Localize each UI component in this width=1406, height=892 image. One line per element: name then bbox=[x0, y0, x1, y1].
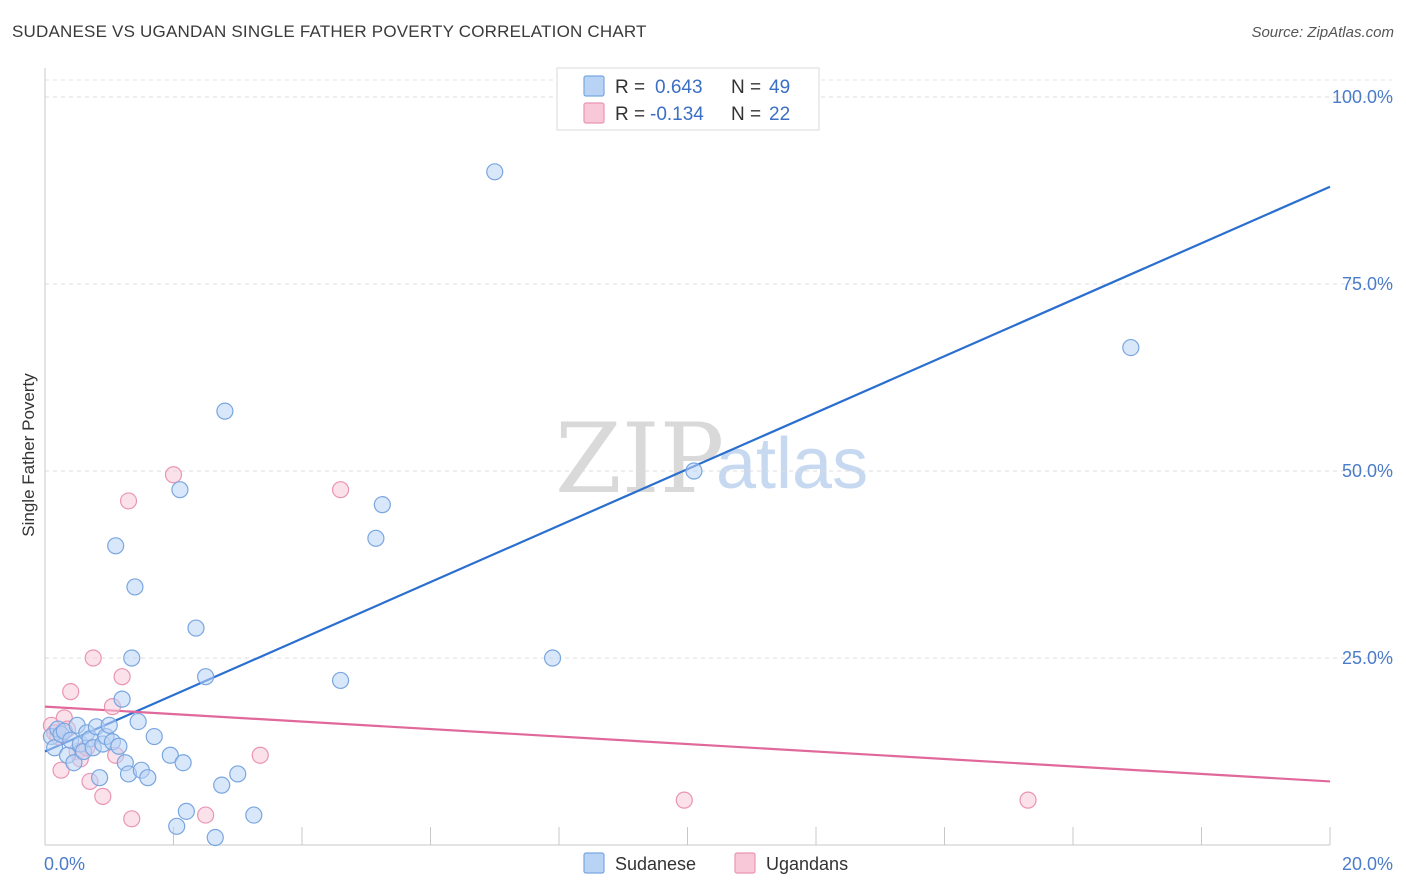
point-sudanese-36 bbox=[187, 619, 205, 637]
point-sudanese-25 bbox=[123, 649, 141, 667]
y-tick-labels: 100.0% 75.0% 50.0% 25.0% bbox=[1332, 87, 1393, 668]
point-sudanese-37 bbox=[197, 668, 215, 686]
point-ugandans-21 bbox=[331, 481, 350, 499]
legend-r-label-1: R = bbox=[615, 77, 645, 98]
point-sudanese-21 bbox=[110, 737, 128, 755]
point-ugandans-15 bbox=[113, 668, 131, 686]
y-tick-label-0: 100.0% bbox=[1332, 87, 1393, 107]
legend-n-value-2: 22 bbox=[769, 104, 790, 125]
correlation-legend: R = 0.643 N = 49 R = -0.134 N = 22 bbox=[556, 67, 820, 131]
y-tick-label-1: 75.0% bbox=[1342, 274, 1393, 294]
point-ugandans-23 bbox=[1019, 791, 1037, 809]
point-sudanese-40 bbox=[216, 402, 234, 420]
point-sudanese-41 bbox=[229, 765, 247, 783]
legend-r-value-1: 0.643 bbox=[655, 77, 703, 98]
point-sudanese-27 bbox=[129, 712, 147, 731]
point-sudanese-45 bbox=[373, 496, 391, 514]
point-ugandans-11 bbox=[84, 649, 102, 667]
x-tick-label-1: 20.0% bbox=[1342, 854, 1393, 874]
point-sudanese-35 bbox=[177, 802, 195, 820]
bottom-legend-label-sudanese: Sudanese bbox=[615, 854, 696, 874]
axes bbox=[44, 68, 1331, 846]
watermark-zip: ZIP bbox=[555, 403, 724, 515]
point-sudanese-26 bbox=[126, 578, 144, 596]
legend-swatch-sudanese bbox=[583, 75, 605, 97]
bottom-legend-swatch-sudanese bbox=[583, 852, 605, 874]
point-sudanese-18 bbox=[100, 716, 118, 734]
point-sudanese-7 bbox=[65, 754, 83, 772]
point-sudanese-42 bbox=[245, 806, 263, 824]
point-sudanese-31 bbox=[161, 746, 179, 764]
point-sudanese-20 bbox=[107, 537, 125, 555]
point-ugandans-17 bbox=[123, 810, 141, 828]
y-tick-label-3: 25.0% bbox=[1342, 648, 1393, 668]
legend-swatch-ugandans bbox=[583, 102, 605, 124]
gridlines bbox=[45, 79, 1392, 659]
point-ugandans-22 bbox=[675, 791, 693, 809]
point-ugandans-20 bbox=[251, 746, 269, 764]
legend-r-label-2: R = bbox=[615, 104, 645, 125]
series-legend: Sudanese Ugandans bbox=[583, 852, 848, 874]
point-sudanese-38 bbox=[206, 828, 224, 847]
point-sudanese-15 bbox=[91, 769, 109, 787]
point-sudanese-49 bbox=[1122, 338, 1140, 357]
legend-n-label-1: N = bbox=[731, 77, 761, 98]
source-credit: Source: ZipAtlas.com bbox=[1251, 24, 1394, 41]
point-ugandans-18 bbox=[164, 466, 183, 484]
legend-r-value-2: -0.134 bbox=[650, 104, 704, 125]
bottom-legend-label-ugandans: Ugandans bbox=[766, 854, 848, 874]
watermark-atlas: atlas bbox=[716, 424, 868, 504]
trend-line-ugandans bbox=[44, 705, 1331, 783]
point-ugandans-3 bbox=[52, 761, 70, 779]
point-sudanese-44 bbox=[367, 529, 385, 547]
y-axis-label: Single Father Poverty bbox=[19, 373, 38, 537]
point-sudanese-22 bbox=[113, 690, 131, 708]
point-ugandans-12 bbox=[94, 787, 112, 805]
chart-title: SUDANESE VS UGANDAN SINGLE FATHER POVERT… bbox=[12, 22, 647, 41]
point-sudanese-32 bbox=[168, 817, 186, 835]
data-points bbox=[42, 163, 1140, 847]
x-tick-label-0: 0.0% bbox=[44, 854, 85, 874]
point-ugandans-6 bbox=[62, 683, 80, 701]
x-tick-labels: 0.0% 20.0% bbox=[44, 854, 1393, 874]
point-sudanese-39 bbox=[213, 776, 231, 794]
point-sudanese-46 bbox=[486, 163, 504, 181]
point-sudanese-47 bbox=[543, 649, 562, 667]
point-ugandans-19 bbox=[197, 806, 215, 824]
point-sudanese-34 bbox=[174, 754, 192, 772]
point-ugandans-16 bbox=[119, 492, 138, 510]
point-sudanese-43 bbox=[331, 671, 350, 690]
point-sudanese-48 bbox=[685, 462, 703, 480]
legend-n-value-1: 49 bbox=[769, 77, 790, 98]
point-sudanese-30 bbox=[145, 727, 163, 746]
point-sudanese-29 bbox=[139, 769, 157, 787]
y-tick-label-2: 50.0% bbox=[1342, 461, 1393, 481]
legend-n-label-2: N = bbox=[731, 104, 761, 125]
bottom-legend-swatch-ugandans bbox=[734, 852, 756, 874]
point-sudanese-33 bbox=[171, 481, 189, 499]
